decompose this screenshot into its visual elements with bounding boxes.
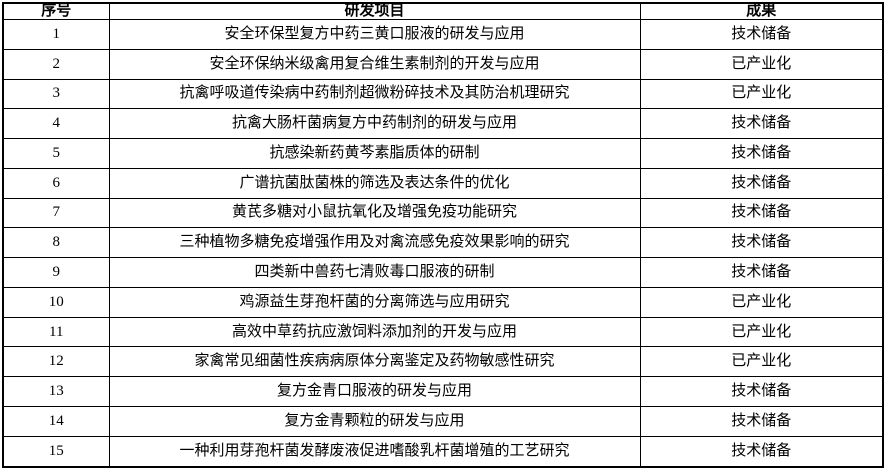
row-result-cell: 已产业化 <box>639 78 884 110</box>
row-project-cell: 安全环保型复方中药三黄口服液的研发与应用 <box>108 19 641 50</box>
row-project-cell: 四类新中兽药七清败毒口服液的研制 <box>108 257 641 288</box>
table-row: 9 四类新中兽药七清败毒口服液的研制 技术储备 <box>2 257 884 288</box>
row-result-cell: 技术储备 <box>639 167 884 199</box>
row-result-cell: 技术储备 <box>639 435 884 468</box>
table-row: 14 复方金青颗粒的研发与应用 技术储备 <box>2 405 884 437</box>
row-result-cell: 技术储备 <box>639 138 884 169</box>
row-no-cell: 2 <box>2 48 110 80</box>
row-no-cell: 8 <box>2 227 110 259</box>
row-no-cell: 1 <box>2 19 110 50</box>
row-no-cell: 13 <box>2 376 110 407</box>
header-cell-no: 序号 <box>2 2 110 20</box>
row-result-cell: 已产业化 <box>639 48 884 80</box>
table-row: 7 黄芪多糖对小鼠抗氧化及增强免疫功能研究 技术储备 <box>2 197 884 229</box>
row-project-cell: 复方金青颗粒的研发与应用 <box>108 405 641 437</box>
table-row: 8 三种植物多糖免疫增强作用及对禽流感免疫效果影响的研究 技术储备 <box>2 227 884 259</box>
row-project-cell: 鸡源益生芽孢杆菌的分离筛选与应用研究 <box>108 286 641 318</box>
row-no-cell: 10 <box>2 286 110 318</box>
table-row: 5 抗感染新药黄芩素脂质体的研制 技术储备 <box>2 138 884 169</box>
table-row: 13 复方金青口服液的研发与应用 技术储备 <box>2 376 884 407</box>
table-row: 15 一种利用芽孢杆菌发酵废液促进嗜酸乳杆菌增殖的工艺研究 技术储备 <box>2 435 884 468</box>
table-row: 1 安全环保型复方中药三黄口服液的研发与应用 技术储备 <box>2 19 884 50</box>
table-row: 2 安全环保纳米级禽用复合维生素制剂的开发与应用 已产业化 <box>2 48 884 80</box>
row-result-cell: 技术储备 <box>639 19 884 50</box>
row-project-cell: 安全环保纳米级禽用复合维生素制剂的开发与应用 <box>108 48 641 80</box>
table-header-row: 序号 研发项目 成果 <box>2 2 884 20</box>
row-result-cell: 技术储备 <box>639 376 884 407</box>
row-result-cell: 已产业化 <box>639 286 884 318</box>
row-result-cell: 技术储备 <box>639 108 884 140</box>
row-no-cell: 3 <box>2 78 110 110</box>
row-result-cell: 已产业化 <box>639 346 884 378</box>
header-cell-project: 研发项目 <box>108 2 641 20</box>
row-no-cell: 11 <box>2 316 110 348</box>
row-result-cell: 技术储备 <box>639 257 884 288</box>
row-no-cell: 5 <box>2 138 110 169</box>
row-no-cell: 4 <box>2 108 110 140</box>
table-row: 10 鸡源益生芽孢杆菌的分离筛选与应用研究 已产业化 <box>2 286 884 318</box>
row-result-cell: 技术储备 <box>639 405 884 437</box>
row-no-cell: 14 <box>2 405 110 437</box>
row-project-cell: 高效中草药抗应激饲料添加剂的开发与应用 <box>108 316 641 348</box>
row-project-cell: 三种植物多糖免疫增强作用及对禽流感免疫效果影响的研究 <box>108 227 641 259</box>
row-project-cell: 复方金青口服液的研发与应用 <box>108 376 641 407</box>
row-no-cell: 6 <box>2 167 110 199</box>
row-project-cell: 抗禽大肠杆菌病复方中药制剂的研发与应用 <box>108 108 641 140</box>
table-row: 3 抗禽呼吸道传染病中药制剂超微粉碎技术及其防治机理研究 已产业化 <box>2 78 884 110</box>
row-project-cell: 家禽常见细菌性疾病病原体分离鉴定及药物敏感性研究 <box>108 346 641 378</box>
table-row: 6 广谱抗菌肽菌株的筛选及表达条件的优化 技术储备 <box>2 167 884 199</box>
row-no-cell: 12 <box>2 346 110 378</box>
row-project-cell: 广谱抗菌肽菌株的筛选及表达条件的优化 <box>108 167 641 199</box>
row-no-cell: 7 <box>2 197 110 229</box>
row-result-cell: 技术储备 <box>639 197 884 229</box>
row-result-cell: 技术储备 <box>639 227 884 259</box>
row-no-cell: 15 <box>2 435 110 468</box>
table-row: 11 高效中草药抗应激饲料添加剂的开发与应用 已产业化 <box>2 316 884 348</box>
row-project-cell: 抗感染新药黄芩素脂质体的研制 <box>108 138 641 169</box>
header-cell-result: 成果 <box>639 2 884 20</box>
row-project-cell: 一种利用芽孢杆菌发酵废液促进嗜酸乳杆菌增殖的工艺研究 <box>108 435 641 468</box>
table-row: 12 家禽常见细菌性疾病病原体分离鉴定及药物敏感性研究 已产业化 <box>2 346 884 378</box>
row-result-cell: 已产业化 <box>639 316 884 348</box>
table-row: 4 抗禽大肠杆菌病复方中药制剂的研发与应用 技术储备 <box>2 108 884 140</box>
row-project-cell: 抗禽呼吸道传染病中药制剂超微粉碎技术及其防治机理研究 <box>108 78 641 110</box>
row-project-cell: 黄芪多糖对小鼠抗氧化及增强免疫功能研究 <box>108 197 641 229</box>
row-no-cell: 9 <box>2 257 110 288</box>
